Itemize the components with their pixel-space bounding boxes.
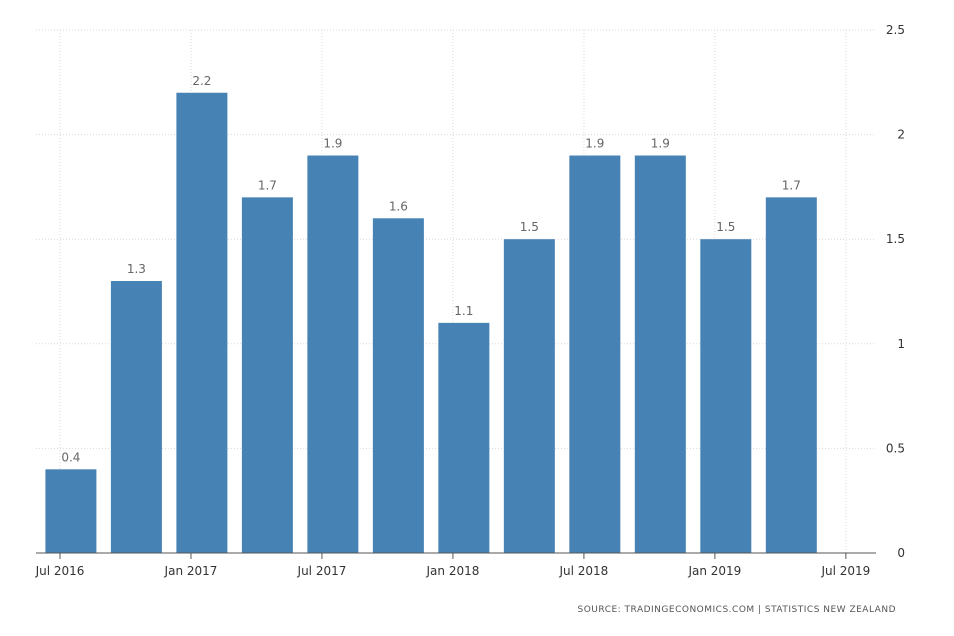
data-label: 1.3 — [127, 262, 146, 276]
x-tick-label: Jul 2019 — [820, 564, 870, 578]
data-label: 1.7 — [782, 178, 801, 192]
data-label: 1.9 — [585, 137, 604, 151]
bars — [45, 92, 817, 554]
y-tick-label: 1.5 — [886, 232, 905, 246]
x-tick-label: Jan 2017 — [164, 564, 218, 578]
x-tick-label: Jan 2019 — [687, 564, 741, 578]
data-labels: 0.4 1.3 2.2 1.7 1.9 1.6 1.1 1.5 1.9 1.9 1.5 1.7 — [61, 74, 800, 465]
data-label: 2.2 — [192, 74, 211, 88]
y-tick-label: 2 — [897, 128, 905, 142]
bar — [765, 197, 817, 554]
data-label: 1.1 — [454, 304, 473, 318]
x-tick-label: Jul 2017 — [297, 564, 347, 578]
data-label: 1.9 — [651, 137, 670, 151]
data-label: 1.7 — [258, 178, 277, 192]
bar — [503, 239, 555, 553]
y-tick-label: 0.5 — [886, 441, 905, 455]
data-label: 1.6 — [389, 199, 408, 213]
y-tick-label: 1 — [897, 337, 905, 351]
bar — [176, 92, 228, 553]
bar — [438, 322, 490, 553]
bar — [307, 155, 359, 553]
data-label: 1.5 — [520, 220, 539, 234]
x-tick-label: Jul 2018 — [558, 564, 608, 578]
axes: 0 0.5 1 1.5 2 2.5 Jul 2016 Jan 2017 Jul 2017 Jan … — [35, 23, 905, 578]
bar — [45, 469, 97, 553]
bar — [372, 218, 424, 553]
y-tick-label: 2.5 — [886, 23, 905, 37]
data-label: 1.5 — [716, 220, 735, 234]
bar — [700, 239, 752, 553]
x-tick-label: Jul 2016 — [35, 564, 85, 578]
y-tick-label: 0 — [897, 546, 905, 560]
data-label: 0.4 — [61, 450, 80, 464]
bar — [110, 281, 162, 553]
bar — [569, 155, 621, 553]
bar — [241, 197, 293, 554]
bar — [634, 155, 686, 553]
x-tick-label: Jan 2018 — [426, 564, 480, 578]
data-label: 1.9 — [323, 137, 342, 151]
source-note: SOURCE: TRADINGECONOMICS.COM | STATISTIC… — [577, 605, 896, 615]
